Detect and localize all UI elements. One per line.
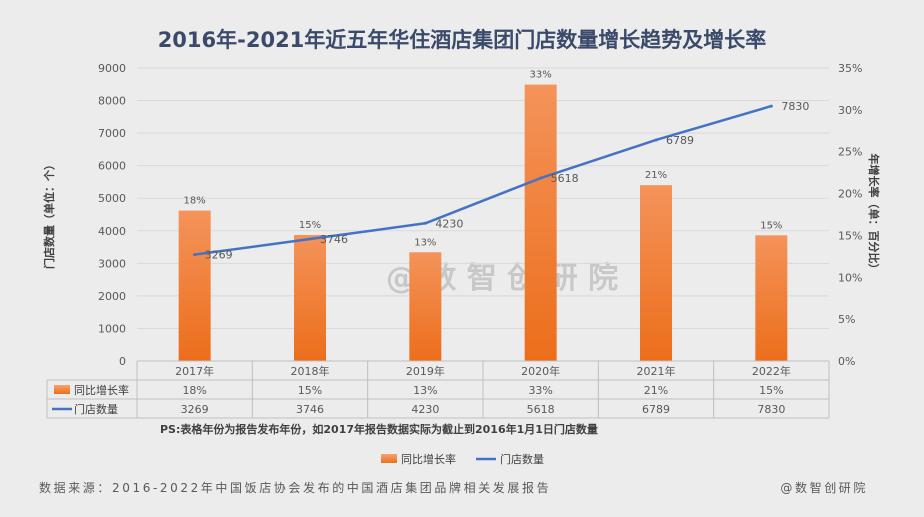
chart-title: 2016年-2021年近五年华住酒店集团门店数量增长趋势及增长率 bbox=[157, 28, 767, 52]
y-left-tick-label: 9000 bbox=[98, 62, 126, 75]
line-data-label: 6789 bbox=[666, 134, 694, 147]
x-tick-label: 2022年 bbox=[752, 364, 791, 378]
line-point bbox=[308, 237, 312, 241]
bar bbox=[755, 235, 788, 361]
y-right-tick-label: 5% bbox=[838, 313, 855, 326]
table-cell: 18% bbox=[182, 384, 206, 397]
line-point bbox=[423, 221, 427, 225]
store-count-line bbox=[194, 104, 772, 256]
bar bbox=[178, 210, 211, 361]
table-cell: 15% bbox=[759, 384, 783, 397]
y-left-tick-label: 4000 bbox=[98, 225, 126, 238]
legend-bar-swatch bbox=[381, 454, 397, 463]
bar-data-label: 15% bbox=[299, 220, 321, 231]
table-cell: 7830 bbox=[757, 403, 785, 416]
x-tick-label: 2018年 bbox=[291, 364, 330, 378]
table-row-label: 门店数量 bbox=[74, 402, 118, 416]
line-point bbox=[193, 253, 197, 257]
bar bbox=[409, 252, 442, 361]
y-right-tick-label: 20% bbox=[838, 188, 862, 201]
bar-data-label: 15% bbox=[760, 220, 782, 231]
y-right-tick-label: 10% bbox=[838, 271, 862, 284]
table-cell: 5618 bbox=[527, 403, 555, 416]
y-left-tick-label: 7000 bbox=[98, 127, 126, 140]
table-cell: 6789 bbox=[642, 403, 670, 416]
y-right-axis-title: 年增长率（单：百分比） bbox=[867, 154, 881, 275]
y-left-tick-label: 6000 bbox=[98, 160, 126, 173]
legend-bar-label: 同比增长率 bbox=[401, 452, 456, 466]
line-data-label: 3269 bbox=[205, 249, 233, 262]
y-left-tick-label: 2000 bbox=[98, 290, 126, 303]
line-data-label: 7830 bbox=[781, 100, 809, 113]
table-cell: 4230 bbox=[411, 403, 439, 416]
bar-data-label: 18% bbox=[184, 196, 206, 207]
line-data-label: 3746 bbox=[320, 233, 348, 246]
table-cell: 3746 bbox=[296, 403, 324, 416]
bar bbox=[524, 84, 557, 361]
line-point bbox=[539, 176, 543, 180]
y-left-tick-label: 5000 bbox=[98, 192, 126, 205]
table-key-bar-swatch bbox=[54, 385, 70, 394]
data-source-footnote: 数据来源：2016-2022年中国饭店协会发布的中国酒店集团品牌相关发展报告 bbox=[39, 481, 552, 495]
y-right-tick-label: 30% bbox=[838, 104, 862, 117]
x-tick-label: 2020年 bbox=[521, 364, 560, 378]
y-right-tick-label: 35% bbox=[838, 62, 862, 75]
legend-line-label: 门店数量 bbox=[500, 452, 544, 466]
bar-data-label: 13% bbox=[414, 237, 436, 248]
table-cell: 15% bbox=[298, 384, 322, 397]
bar bbox=[294, 235, 326, 361]
x-tick-label: 2021年 bbox=[637, 364, 676, 378]
y-left-tick-label: 1000 bbox=[98, 322, 126, 335]
x-tick-label: 2017年 bbox=[175, 364, 214, 378]
brand-footer: @数智创研院 bbox=[780, 481, 868, 495]
line-point bbox=[654, 138, 658, 142]
y-left-tick-label: 8000 bbox=[98, 95, 126, 108]
x-tick-label: 2019年 bbox=[406, 364, 445, 378]
line-point bbox=[769, 104, 773, 108]
y-right-tick-label: 0% bbox=[838, 355, 855, 368]
line-data-label: 5618 bbox=[551, 172, 579, 185]
y-left-tick-label: 0 bbox=[119, 355, 126, 368]
line-data-label: 4230 bbox=[435, 217, 463, 230]
table-cell: 13% bbox=[413, 384, 437, 397]
table-cell: 21% bbox=[644, 384, 668, 397]
table-cell: 3269 bbox=[181, 403, 209, 416]
y-left-axis-title: 门店数量（单位：个） bbox=[42, 159, 56, 269]
table-row-label: 同比增长率 bbox=[74, 383, 129, 397]
y-right-tick-label: 15% bbox=[838, 229, 862, 242]
chart-note: PS:表格年份为报告发布年份，如2017年报告数据实际为截止到2016年1月1日… bbox=[160, 422, 598, 436]
y-right-tick-label: 25% bbox=[838, 146, 862, 159]
table-cell: 33% bbox=[528, 384, 552, 397]
y-left-tick-label: 3000 bbox=[98, 257, 126, 270]
bar-data-label: 21% bbox=[645, 170, 667, 181]
bar-data-label: 33% bbox=[530, 70, 552, 81]
bar bbox=[640, 185, 672, 361]
